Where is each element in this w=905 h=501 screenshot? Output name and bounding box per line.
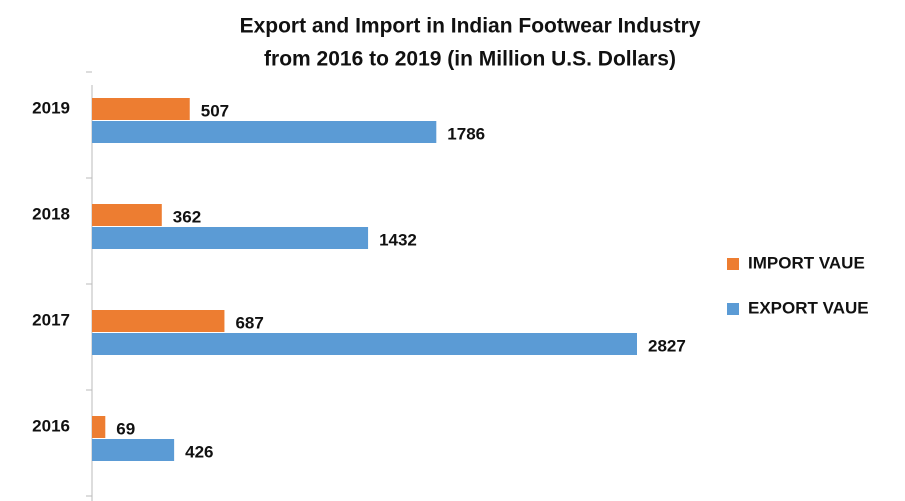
data-label: 687 [235,313,263,332]
data-label: 362 [173,207,201,226]
y-tick-label: 2016 [32,416,70,435]
data-label: 1786 [447,124,485,143]
legend-swatch [727,303,739,315]
chart-title: Export and Import in Indian Footwear Ind… [240,15,701,38]
bar [92,204,162,226]
bar [92,227,369,249]
bar [92,98,190,120]
bar [92,439,175,461]
bar [92,333,637,355]
bar [92,310,225,332]
bar [92,416,106,438]
legend-swatch [727,258,739,270]
y-tick-label: 2019 [32,98,70,117]
data-label: 426 [185,442,213,461]
data-label: 1432 [379,230,417,249]
data-label: 507 [201,101,229,120]
bar [92,121,437,143]
data-label: 69 [116,419,135,438]
legend-label: EXPORT VAUE [748,298,869,317]
chart-title: from 2016 to 2019 (in Million U.S. Dolla… [264,48,676,71]
data-label: 2827 [648,336,686,355]
y-tick-label: 2018 [32,204,70,223]
legend-label: IMPORT VAUE [748,253,865,272]
y-tick-label: 2017 [32,310,70,329]
